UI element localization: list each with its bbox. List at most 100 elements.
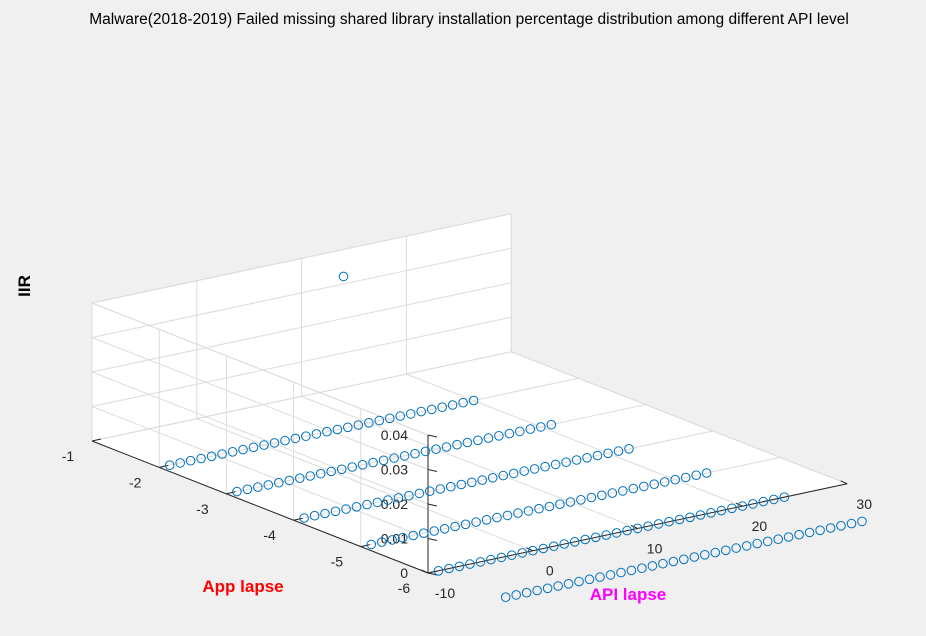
data-point [590,532,601,543]
data-point [762,536,773,547]
data-point [383,495,393,505]
y-gridline [293,430,713,521]
data-point [475,557,486,567]
data-point [653,519,664,529]
data-point [309,510,320,521]
data-point [710,547,721,558]
data-point [372,497,383,508]
data-point [347,462,358,472]
data-point [468,395,479,406]
data-point [680,472,691,483]
data-point [414,488,425,499]
z-gridline [91,337,429,470]
box-edge [91,302,429,436]
z-tick-mark [427,503,438,507]
y-tick-mark [427,570,438,574]
data-point [299,513,309,523]
data-point [232,486,242,497]
data-point [397,532,408,543]
data-point [836,521,846,531]
data-point [429,526,440,536]
data-point [326,466,337,477]
z-tick-label: 0.01 [381,531,408,547]
z-tick-mark [427,538,438,541]
data-point [538,543,549,554]
data-point [368,457,378,468]
data-point [561,457,571,468]
axis-lines [91,434,848,576]
z-gridline [91,282,512,373]
data-point [571,455,582,465]
data-point [773,534,784,545]
data-point [618,486,628,496]
y-tick-mark [159,464,169,468]
data-point [569,537,580,547]
data-point [458,397,468,408]
data-point [477,475,488,485]
y-tick-mark [360,544,370,548]
data-point [433,566,444,576]
data-point [549,541,559,552]
y-gridline [360,456,781,548]
data-point [624,444,634,454]
data-point [716,505,727,516]
x-tick-mark [526,547,534,552]
data-point [825,523,836,533]
x-tick-label: 30 [856,496,872,512]
y-tick-mark [226,491,236,495]
data-point [305,471,316,481]
data-point [446,481,456,492]
data-point [454,561,465,572]
data-point [357,460,368,470]
data-point [679,554,689,565]
data-point [616,567,626,578]
data-point [664,516,674,527]
z-tick-mark [427,434,438,438]
data-point [611,528,622,538]
data-point [416,406,427,417]
data-point [280,435,290,446]
data-point [431,444,441,455]
data-point [670,474,681,485]
data-point [639,481,649,492]
data-point [496,552,507,563]
x-tick-mark [421,569,429,574]
data-point [481,515,492,525]
data-point [252,482,263,492]
x-gridline [406,373,743,507]
data-point [576,495,586,505]
data-point [284,475,295,486]
data-point [574,576,584,587]
data-point [385,413,395,424]
data-point [668,556,679,567]
data-point [486,554,496,565]
x-gridline [301,395,638,529]
data-point [238,444,248,455]
y-tick-label: -5 [331,554,344,570]
z-axis-label: IIR [15,275,34,297]
z-tick-label: 0.03 [381,462,408,478]
z-tick-label: 0.02 [381,496,408,512]
data-point [175,458,185,468]
data-point [706,508,716,518]
data-point [447,400,458,410]
data-point [471,517,481,527]
data-point [399,451,410,461]
data-point [452,439,462,450]
data-point [378,455,389,466]
x-tick-mark [735,502,743,507]
data-point [701,468,712,478]
data-point [700,550,710,560]
box-edge [91,213,512,304]
data-point [521,587,532,598]
data-point [597,490,607,501]
x-tick-label: 10 [647,540,663,556]
x-gridline [196,418,533,552]
y-tick-mark [293,517,303,521]
x-tick-label: 20 [752,518,768,534]
data-point [513,508,523,518]
data-point [473,435,483,446]
data-point [584,574,595,585]
data-point [540,461,550,472]
